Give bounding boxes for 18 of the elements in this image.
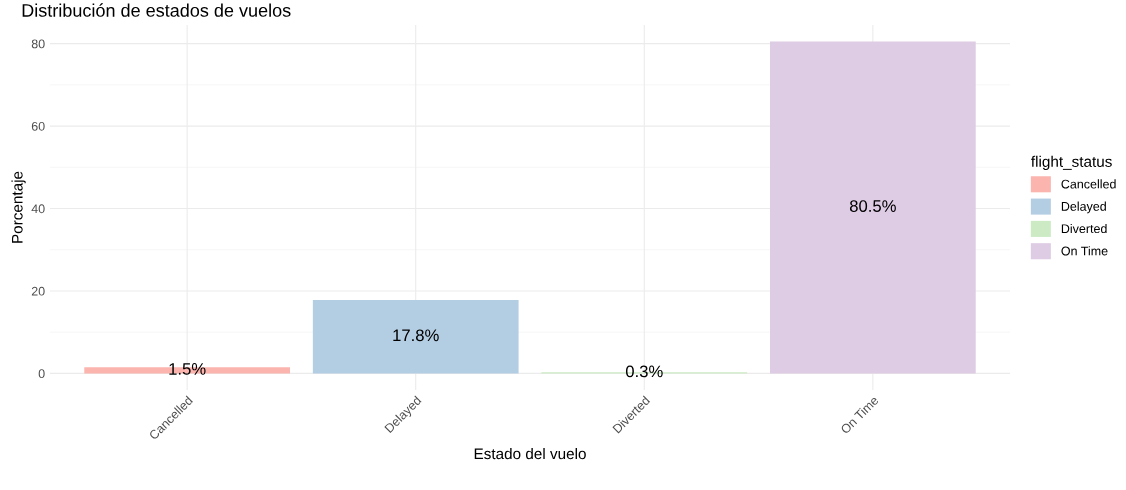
x-tick-label: On Time <box>839 395 879 435</box>
data-label: 17.8% <box>393 329 439 342</box>
x-axis-title: Estado del vuelo <box>474 447 586 460</box>
y-tick-label: 20 <box>31 286 45 296</box>
legend-label: Cancelled <box>1061 179 1116 189</box>
y-tick-label: 60 <box>31 121 45 131</box>
data-label: 0.3% <box>625 365 663 378</box>
legend-title: flight_status <box>1031 155 1112 170</box>
legend-label: Delayed <box>1061 201 1106 214</box>
legend-label: On Time <box>1061 246 1108 256</box>
y-tick-label: 40 <box>31 204 45 214</box>
y-tick-label: 0 <box>38 369 45 379</box>
y-axis-title: Porcentaje <box>11 171 26 243</box>
data-label: 80.5% <box>849 200 896 212</box>
y-tick-label: 80 <box>31 39 45 49</box>
legend-label: Diverted <box>1061 223 1107 234</box>
data-label: 1.5% <box>169 363 206 375</box>
chart-title: Distribución de estados de vuelos <box>22 3 291 17</box>
